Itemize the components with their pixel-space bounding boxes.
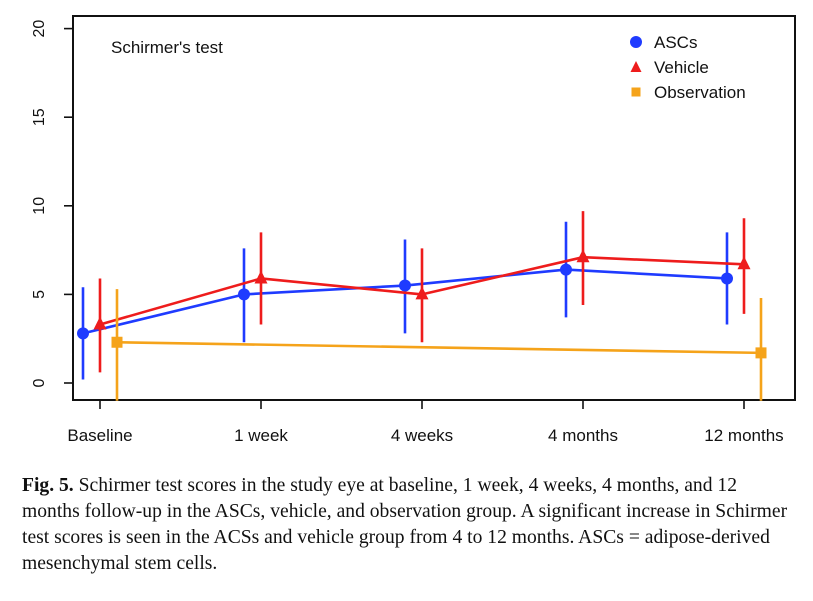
data-point-ascs xyxy=(560,263,572,276)
series-line-ascs xyxy=(565,268,728,280)
series-line-vehicle xyxy=(99,277,262,326)
legend-label-ascs: ASCs xyxy=(654,33,697,52)
data-point-vehicle xyxy=(737,256,751,270)
series-line-ascs xyxy=(404,268,567,287)
series-layer xyxy=(77,211,767,401)
data-point-vehicle xyxy=(254,270,268,284)
y-tick-label: 15 xyxy=(31,108,48,126)
caption-text: Schirmer test scores in the study eye at… xyxy=(22,475,788,574)
x-tick-label: 12 months xyxy=(704,426,783,445)
series-line-vehicle xyxy=(260,277,423,296)
data-point-vehicle xyxy=(415,286,429,300)
legend-label-vehicle: Vehicle xyxy=(654,58,709,77)
legend-label-observation: Observation xyxy=(654,83,746,102)
data-point-observation xyxy=(111,336,123,348)
legend-marker-ascs xyxy=(630,36,642,48)
caption-label: Fig. 5. xyxy=(22,475,74,496)
data-point-ascs xyxy=(721,272,733,285)
legend-marker-vehicle xyxy=(630,61,642,72)
series-line-vehicle xyxy=(582,255,745,266)
plot-frame xyxy=(72,15,796,401)
legend: ASCs Vehicle Observation xyxy=(630,33,746,102)
y-tick-label: 5 xyxy=(31,290,48,299)
figure-caption: Fig. 5. Schirmer test scores in the stud… xyxy=(22,473,797,577)
x-tick-label: 1 week xyxy=(234,426,288,445)
data-point-observation xyxy=(755,347,767,359)
y-tick-label: 10 xyxy=(31,197,48,215)
series-line-ascs xyxy=(243,284,406,296)
legend-marker-observation xyxy=(631,87,641,97)
chart-title: Schirmer's test xyxy=(111,38,223,57)
y-tick-label: 20 xyxy=(31,20,48,38)
data-point-ascs xyxy=(399,279,411,292)
schirmer-chart: 0 5 10 15 20 Baseline 1 week 4 weeks 4 months 12 … xyxy=(31,15,796,445)
y-tick-label: 0 xyxy=(31,378,48,387)
data-point-ascs xyxy=(238,288,250,301)
x-tick-label: Baseline xyxy=(67,426,132,445)
series-line-observation xyxy=(116,340,762,355)
series-line-vehicle xyxy=(421,255,584,296)
axes-layer: 0 5 10 15 20 Baseline 1 week 4 weeks 4 months 12 … xyxy=(31,15,796,445)
x-tick-label: 4 months xyxy=(548,426,618,445)
series-line-ascs xyxy=(82,293,245,335)
data-point-vehicle xyxy=(576,249,590,263)
data-point-ascs xyxy=(77,327,89,340)
data-point-vehicle xyxy=(93,316,107,330)
x-tick-label: 4 weeks xyxy=(391,426,453,445)
